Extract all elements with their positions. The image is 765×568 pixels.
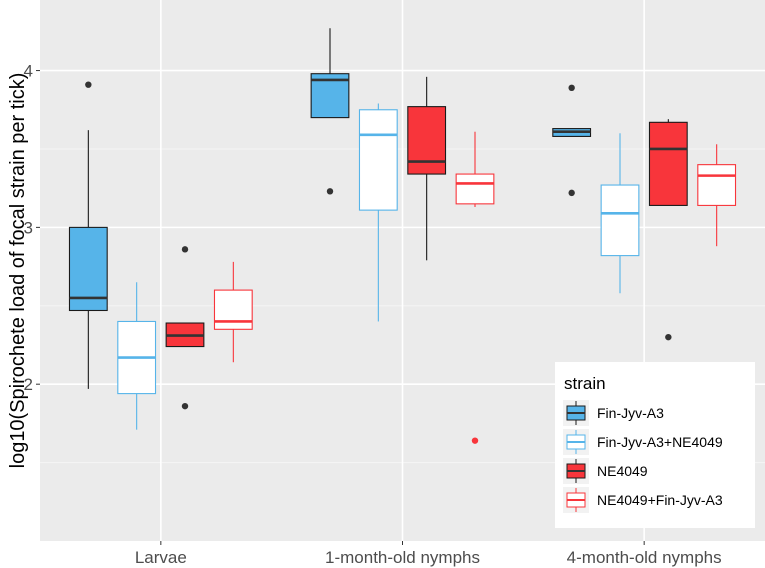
legend-label: Fin-Jyv-A3+NE4049 bbox=[597, 434, 723, 450]
series-Fin-Jyv-A3+NE4049 bbox=[117, 103, 640, 430]
legend-key-1 bbox=[563, 400, 589, 426]
legend-label: Fin-Jyv-A3 bbox=[597, 405, 664, 421]
legend-items: Fin-Jyv-A3 Fin-Jyv-A3+NE4049 NE4049 NE4049+… bbox=[563, 400, 723, 513]
box bbox=[600, 184, 640, 257]
x-tick-label: 1-month-old nymphs bbox=[325, 548, 480, 567]
legend-label: NE4049+Fin-Jyv-A3 bbox=[597, 492, 723, 508]
outlier-point bbox=[568, 84, 575, 92]
outlier-point bbox=[181, 402, 189, 410]
outlier-point bbox=[181, 246, 189, 253]
legend-label: NE4049 bbox=[597, 463, 648, 479]
legend-key-3 bbox=[563, 458, 589, 484]
legend-key-4 bbox=[563, 487, 589, 513]
y-tick-label: 2 bbox=[24, 375, 33, 394]
box bbox=[455, 173, 495, 205]
box-series bbox=[68, 28, 737, 444]
y-axis-title: log10(Spirochete load of focal strain pe… bbox=[7, 73, 29, 469]
box bbox=[697, 164, 737, 206]
box bbox=[213, 289, 253, 330]
outlier-point bbox=[326, 188, 334, 195]
outlier-point bbox=[665, 333, 672, 341]
y-axis: 2 3 4 bbox=[24, 62, 40, 394]
series-NE4049 bbox=[165, 76, 688, 410]
series-Fin-Jyv-A3 bbox=[68, 28, 592, 389]
outlier-point bbox=[85, 81, 92, 88]
x-axis: Larvae 1-month-old nymphs 4-month-old nymp… bbox=[135, 541, 722, 567]
series-NE4049+Fin-Jyv-A3 bbox=[213, 131, 737, 444]
legend-title: strain bbox=[564, 374, 606, 393]
legend: strain Fin-Jyv-A3 Fin-Jyv-A3+NE4049 NE4049… bbox=[555, 362, 755, 528]
outlier-point bbox=[471, 437, 479, 444]
box bbox=[68, 226, 108, 312]
box bbox=[407, 106, 447, 175]
y-tick-label: 4 bbox=[24, 62, 33, 81]
x-tick-label: 4-month-old nymphs bbox=[567, 548, 722, 567]
box bbox=[358, 109, 398, 211]
y-tick-label: 3 bbox=[24, 218, 33, 237]
legend-key-2 bbox=[563, 429, 589, 455]
x-tick-label: Larvae bbox=[135, 548, 187, 567]
box bbox=[648, 121, 688, 206]
grid-lines bbox=[40, 0, 765, 541]
outlier-point bbox=[568, 189, 575, 197]
